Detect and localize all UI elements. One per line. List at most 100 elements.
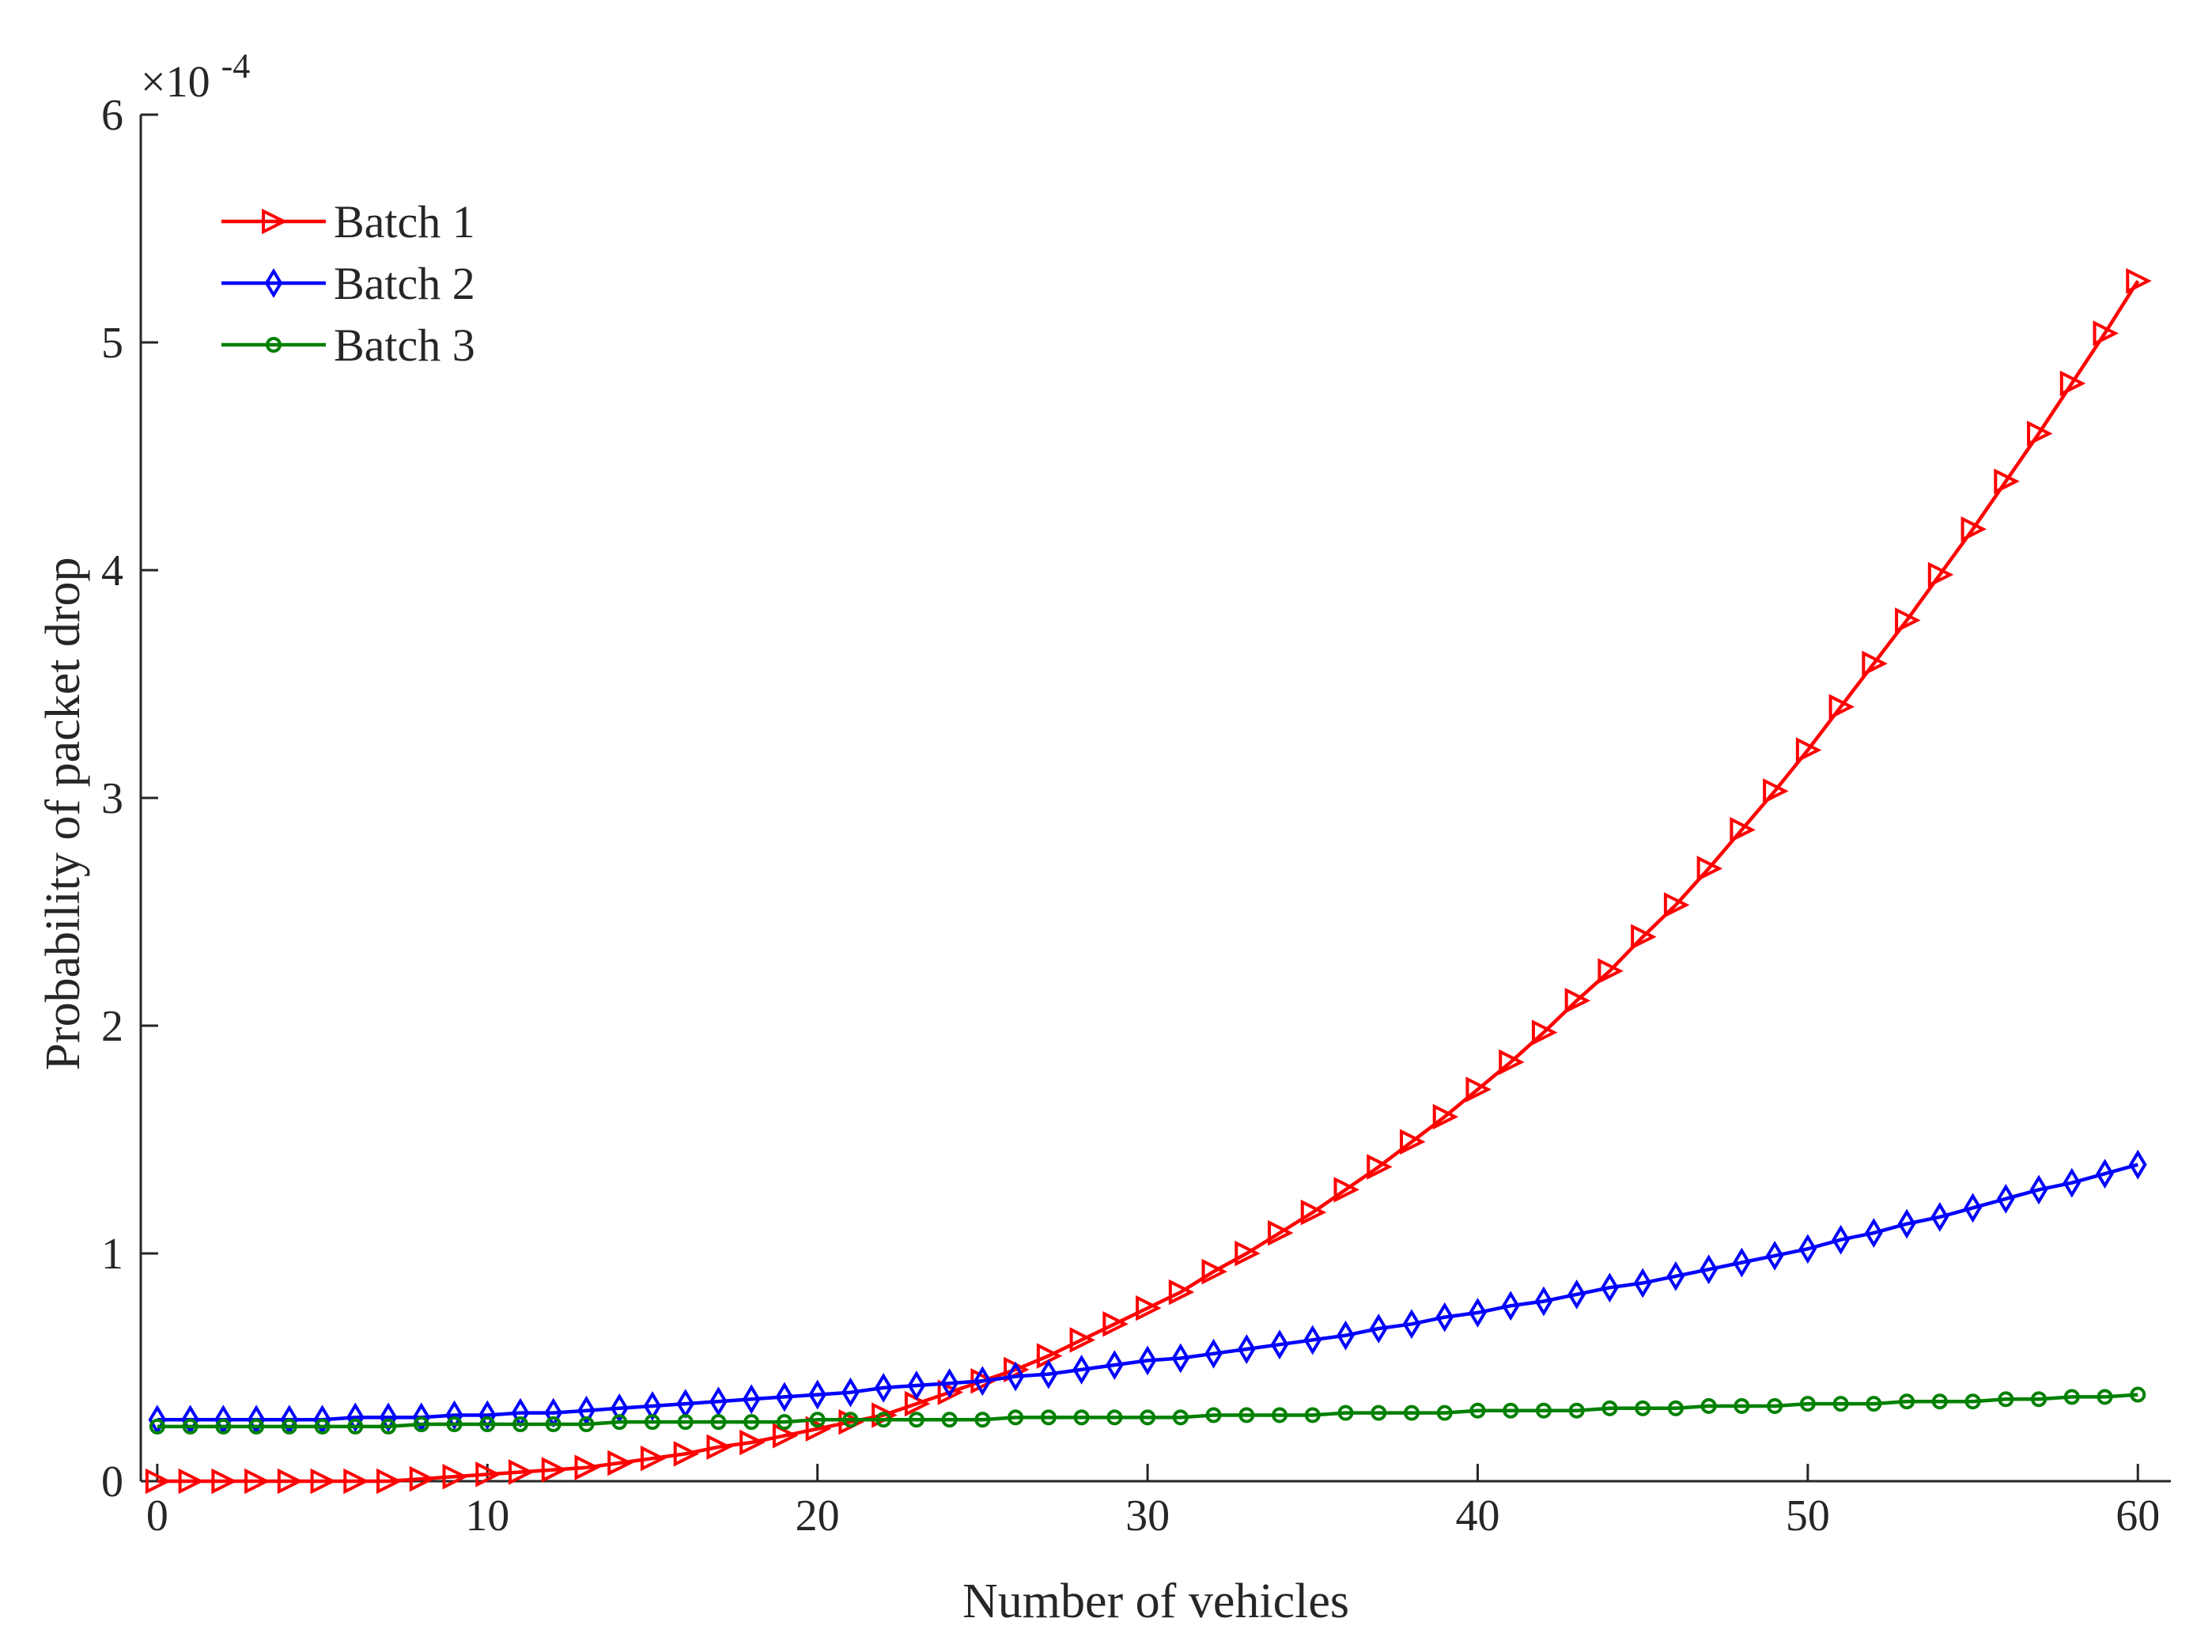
data-point-marker: [346, 1402, 365, 1433]
data-point-marker: [1432, 1103, 1459, 1130]
data-point-marker: [1961, 516, 1987, 542]
data-point-marker: [574, 1454, 600, 1480]
data-point-marker: [809, 1412, 826, 1428]
data-point-marker: [643, 1391, 662, 1421]
data-point-marker: [442, 1464, 469, 1490]
data-point-marker: [1601, 1272, 1619, 1303]
data-point-marker: [577, 1395, 596, 1426]
data-point-marker: [1832, 1224, 1850, 1255]
data-point-marker: [262, 208, 288, 235]
data-point-marker: [409, 1465, 436, 1492]
y-exponent-label: ×10 -4: [141, 47, 250, 107]
data-point-marker: [1172, 1409, 1189, 1426]
legend-label: Batch 3: [334, 319, 475, 371]
data-point-marker: [149, 1418, 165, 1435]
data-point-marker: [1138, 1345, 1157, 1376]
y-tick-label: 4: [101, 546, 123, 595]
x-tick-label: 10: [465, 1491, 509, 1540]
data-point-marker: [1763, 778, 1789, 804]
data-point-marker: [1767, 1397, 1783, 1414]
data-point-marker: [1369, 1314, 1388, 1344]
data-point-marker: [2063, 1389, 2080, 1405]
x-tick-label: 20: [796, 1491, 840, 1540]
data-point-marker: [2063, 1167, 2082, 1198]
data-point-marker: [343, 1468, 369, 1495]
data-point-marker: [1105, 1350, 1124, 1381]
y-tick-label: 6: [101, 91, 123, 140]
data-point-marker: [1832, 1396, 1849, 1412]
data-point-marker: [1503, 1402, 1519, 1419]
data-point-marker: [1402, 1309, 1421, 1340]
data-point-marker: [2128, 1149, 2147, 1180]
data-point-marker: [808, 1379, 826, 1410]
data-point-marker: [1337, 1320, 1355, 1351]
data-point-marker: [310, 1468, 337, 1495]
data-point-marker: [512, 1416, 529, 1432]
legend-item: Batch 2: [221, 258, 475, 309]
y-exponent-power: -4: [221, 47, 251, 85]
data-point-marker: [842, 1412, 859, 1428]
y-tick-label: 0: [101, 1457, 123, 1506]
data-point-marker: [248, 1418, 265, 1435]
data-point-marker: [1399, 1128, 1426, 1155]
data-point-marker: [1765, 1240, 1784, 1271]
data-point-marker: [776, 1414, 792, 1431]
data-point-marker: [710, 1414, 727, 1431]
data-point-marker: [1436, 1404, 1453, 1421]
data-point-marker: [2126, 268, 2152, 294]
data-point-marker: [446, 1416, 463, 1432]
data-point-marker: [1998, 1391, 2014, 1408]
data-point-marker: [941, 1412, 958, 1428]
data-point-marker: [1072, 1354, 1091, 1385]
data-point-marker: [1633, 1268, 1652, 1299]
data-point-marker: [1865, 1218, 1883, 1248]
data-point-marker: [640, 1445, 667, 1472]
data-point-marker: [1927, 561, 1954, 588]
data-point-marker: [611, 1414, 628, 1431]
data-point-marker: [841, 1377, 860, 1408]
data-point-marker: [775, 1382, 794, 1412]
data-point-marker: [2027, 420, 2053, 447]
data-point-marker: [742, 1384, 761, 1415]
data-point-marker: [1700, 1254, 1718, 1285]
data-point-marker: [1435, 1302, 1454, 1333]
x-tick-label: 50: [1786, 1491, 1830, 1540]
data-point-marker: [2096, 1159, 2114, 1189]
data-point-marker: [1601, 1400, 1618, 1416]
data-point-marker: [1663, 892, 1690, 918]
data-point-marker: [1008, 1409, 1024, 1426]
data-point-marker: [1730, 817, 1756, 843]
data-point-marker: [1501, 1291, 1520, 1321]
x-axis-title: Number of vehicles: [962, 1575, 1349, 1628]
data-point-marker: [445, 1400, 463, 1431]
data-point-marker: [1866, 1396, 1882, 1412]
data-point-marker: [1598, 958, 1624, 985]
data-point-marker: [875, 1412, 892, 1428]
data-point-marker: [376, 1468, 403, 1495]
data-point-marker: [610, 1393, 629, 1423]
data-point-marker: [1631, 924, 1657, 950]
data-point-marker: [1171, 1343, 1190, 1374]
data-point-marker: [347, 1418, 364, 1435]
data-point-marker: [1205, 1407, 1222, 1423]
data-point-marker: [1140, 1409, 1156, 1426]
data-point-marker: [145, 1468, 172, 1495]
data-point-marker: [907, 1370, 926, 1401]
data-point-marker: [1897, 1208, 1916, 1239]
data-point-marker: [479, 1416, 496, 1432]
data-point-marker: [509, 1459, 535, 1485]
legend-item: Batch 1: [221, 196, 475, 248]
data-point-marker: [1635, 1400, 1651, 1416]
data-point-marker: [940, 1368, 959, 1399]
data-point-marker: [1337, 1404, 1354, 1421]
data-point-marker: [2029, 1174, 2048, 1205]
data-point-marker: [1734, 1397, 1750, 1414]
series-batch-3: [149, 1386, 2146, 1435]
data-point-marker: [1667, 1400, 1684, 1416]
data-point-marker: [178, 1468, 205, 1495]
data-point-marker: [1564, 988, 1591, 1014]
data-point-marker: [1964, 1193, 1982, 1223]
data-point-marker: [974, 1366, 992, 1397]
data-point-marker: [2031, 1391, 2048, 1408]
data-point-marker: [1235, 1240, 1261, 1267]
